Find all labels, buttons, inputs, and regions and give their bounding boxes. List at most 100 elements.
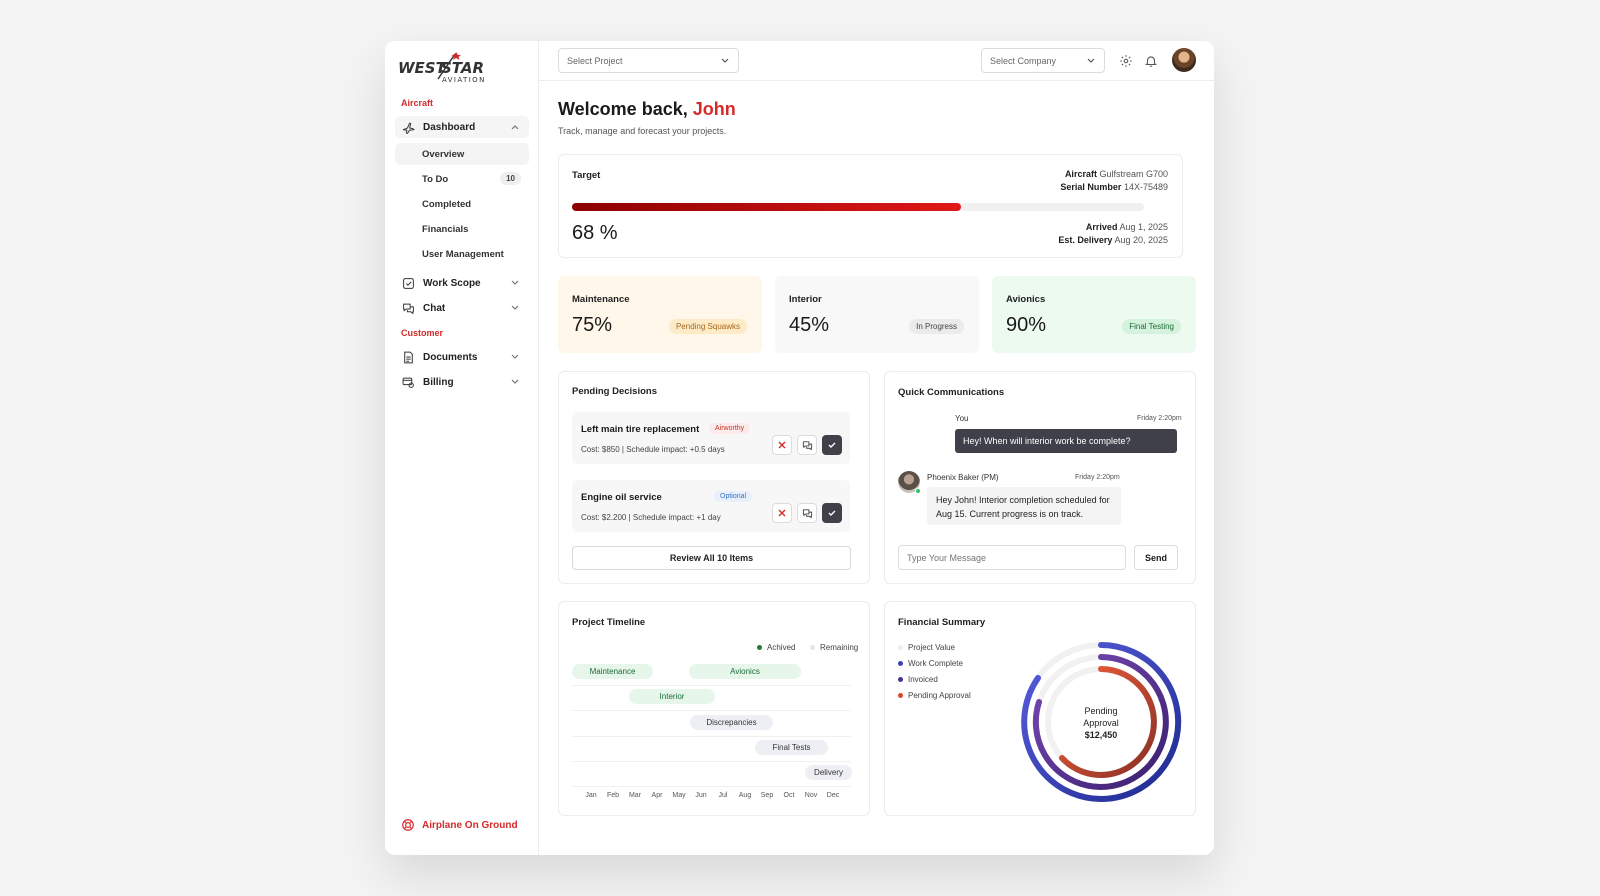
grid-line [572, 685, 851, 686]
legend-dot [757, 645, 762, 650]
serial-info: Serial Number 14X-75489 [1060, 182, 1168, 192]
chevron-down-icon [509, 302, 521, 314]
reject-button[interactable] [772, 503, 792, 523]
target-progress-bar [572, 203, 1144, 211]
legend-invoiced: Invoiced [898, 675, 938, 684]
month-label: Jan [585, 792, 597, 799]
decision-detail: Cost: $850 | Schedule impact: +0.5 days [581, 445, 725, 454]
timeline-bar-final-tests[interactable]: Final Tests [755, 740, 828, 755]
billing-icon [402, 376, 415, 389]
legend-label: Remaining [820, 643, 859, 652]
sidebar-subitem-todo[interactable]: To Do 10 [395, 168, 529, 190]
card-title: Quick Communications [898, 387, 1005, 398]
project-select[interactable]: Select Project [558, 48, 739, 73]
gear-icon[interactable] [1119, 54, 1133, 68]
donut-center-line1: Pending [1084, 706, 1117, 716]
checkbox-icon [402, 277, 415, 290]
avatar [898, 471, 920, 493]
sidebar-subitem-financials[interactable]: Financials [395, 218, 529, 240]
stat-label: Maintenance [572, 294, 630, 305]
month-label: May [672, 792, 686, 799]
decision-title: Engine oil service [581, 492, 662, 503]
company-select[interactable]: Select Company [981, 48, 1105, 73]
sidebar-subitem-label: Overview [422, 148, 465, 160]
comment-button[interactable] [797, 435, 817, 455]
lifebuoy-icon [401, 818, 415, 832]
sidebar-item-dashboard[interactable]: Dashboard [395, 116, 529, 138]
review-all-button[interactable]: Review All 10 Items [572, 546, 851, 570]
approve-button[interactable] [822, 435, 842, 455]
status-badge: In Progress [909, 319, 964, 334]
card-title: Financial Summary [898, 617, 986, 628]
ring-pending-approval [1059, 666, 1157, 778]
pending-decisions-card: Pending Decisions Left main tire replace… [558, 371, 870, 584]
brand-logo[interactable]: WEST STAR AVIATION [398, 49, 518, 89]
sidebar-item-chat[interactable]: Chat [395, 297, 529, 319]
donut-center-line2: Approval [1083, 718, 1119, 728]
sidebar-item-documents[interactable]: Documents [395, 346, 529, 368]
grid-line [572, 710, 851, 711]
target-progress-fill [572, 203, 961, 211]
month-label: Sep [760, 792, 774, 799]
sidebar-item-work-scope[interactable]: Work Scope [395, 272, 529, 294]
legend-dot [810, 645, 815, 650]
decision-item: Left main tire replacement Airworthy Cos… [572, 412, 850, 464]
sidebar-subitem-label: Completed [422, 198, 472, 210]
month-label: Mar [628, 792, 642, 799]
welcome-name: John [692, 99, 736, 119]
reject-button[interactable] [772, 435, 792, 455]
sidebar-subitem-overview[interactable]: Overview [395, 143, 529, 165]
timeline-bar-discrepancies[interactable]: Discrepancies [690, 715, 773, 730]
sidebar-item-billing[interactable]: Billing [395, 371, 529, 393]
month-label: Jul [718, 792, 728, 799]
stat-value: 45% [789, 314, 830, 336]
legend-remaining: Remaining [810, 643, 858, 652]
sidebar-item-label: Dashboard [423, 121, 476, 133]
status-badge: Pending Squawks [668, 319, 747, 334]
target-card: Target Aircraft Gulfstream G700 Serial N… [558, 154, 1183, 258]
stat-card-interior[interactable]: Interior 45% In Progress [775, 276, 979, 353]
approve-button[interactable] [822, 503, 842, 523]
check-icon [828, 510, 836, 516]
grid-line [572, 786, 851, 787]
chat-icon [802, 508, 812, 519]
close-icon [778, 509, 786, 517]
timeline-bar-avionics[interactable]: Avionics [689, 664, 801, 679]
main-content: Welcome back, John Track, manage and for… [539, 81, 1214, 855]
ring-invoiced [1032, 654, 1169, 790]
timeline-bar-maintenance[interactable]: Maintenance [572, 664, 653, 679]
legend-dot [898, 645, 903, 650]
decision-item: Engine oil service Optional Cost: $2.200… [572, 480, 850, 532]
welcome-prefix: Welcome back, [558, 99, 688, 119]
page-subtitle: Track, manage and forecast your projects… [558, 126, 727, 136]
message-bubble-outgoing: Hey! When will interior work be complete… [955, 429, 1177, 453]
sidebar-subitem-label: User Management [422, 248, 504, 260]
section-customer: Customer [401, 328, 444, 338]
legend-dot [898, 677, 903, 682]
avatar[interactable] [1172, 48, 1196, 72]
close-icon [778, 441, 786, 449]
bell-icon[interactable] [1144, 54, 1158, 68]
stat-card-maintenance[interactable]: Maintenance 75% Pending Squawks [558, 276, 762, 353]
message-bubble-incoming: Hey John! Interior completion scheduled … [927, 487, 1121, 525]
sidebar-item-label: Documents [423, 351, 478, 363]
financial-summary-card: Financial Summary Project Value Work Com… [884, 601, 1196, 816]
legend-label: Invoiced [908, 675, 938, 684]
timeline-bar-delivery[interactable]: Delivery [805, 765, 852, 780]
sidebar-item-label: Chat [423, 302, 446, 314]
timeline-bar-interior[interactable]: Interior [629, 689, 715, 704]
airplane-on-ground-button[interactable]: Airplane On Ground [401, 818, 518, 832]
sidebar: WEST STAR AVIATION Aircraft Dashboard Ov… [385, 41, 539, 855]
status-badge: Final Testing [1122, 319, 1181, 334]
send-button[interactable]: Send [1134, 545, 1178, 570]
section-aircraft: Aircraft [401, 98, 434, 108]
chevron-down-icon [509, 277, 521, 289]
message-input[interactable] [898, 545, 1126, 570]
comment-button[interactable] [797, 503, 817, 523]
card-title: Project Timeline [572, 617, 646, 628]
target-label: Target [572, 170, 601, 181]
topbar: Select Project Select Company [539, 41, 1214, 81]
stat-card-avionics[interactable]: Avionics 90% Final Testing [992, 276, 1196, 353]
sidebar-subitem-user-management[interactable]: User Management [395, 243, 529, 265]
sidebar-subitem-completed[interactable]: Completed [395, 193, 529, 215]
